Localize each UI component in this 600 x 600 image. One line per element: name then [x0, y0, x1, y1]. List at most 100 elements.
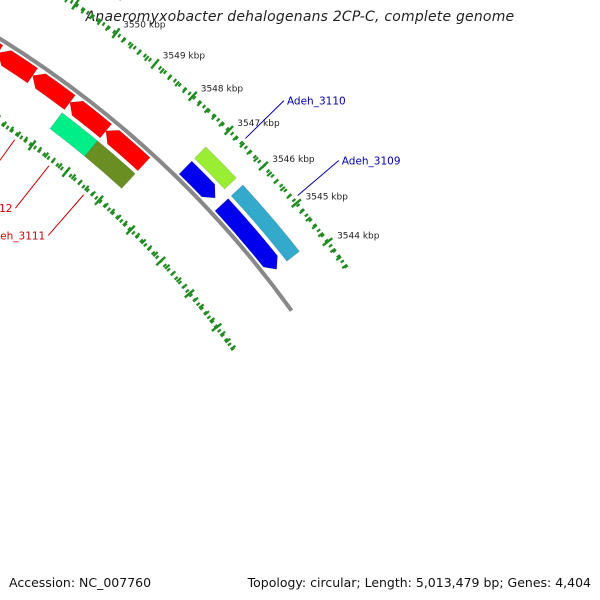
- minor-tick: [57, 162, 63, 169]
- minor-tick: [229, 344, 237, 351]
- minor-tick: [96, 19, 102, 26]
- cog-Adeh_3110: [194, 146, 237, 190]
- ring-outer-dots: [162, 69, 168, 75]
- ring-inner-dots: [94, 195, 99, 201]
- major-tick: [125, 224, 136, 236]
- ring-outer-dots: [312, 223, 317, 228]
- ring-inner-dots: [143, 242, 148, 248]
- minor-tick: [143, 55, 150, 62]
- tick-label: 3544 kbp: [337, 232, 380, 242]
- ring-inner-dots: [46, 155, 51, 161]
- ring-outer-dots: [239, 140, 244, 145]
- ring-outer-dots: [69, 0, 74, 5]
- minor-tick: [341, 263, 348, 269]
- ring-outer-dots: [295, 203, 301, 208]
- ring-inner-dots: [185, 288, 190, 294]
- major-tick: [155, 256, 166, 267]
- gene-Adeh_3111: [105, 129, 151, 172]
- ring-inner-dots: [150, 250, 156, 256]
- accession-label: Accession: NC_007760: [9, 575, 152, 590]
- minor-tick: [252, 156, 259, 163]
- ring-outer-dots: [91, 14, 96, 19]
- ring-inner-dots: [59, 166, 64, 171]
- ring-outer-dots: [252, 154, 258, 159]
- ring-outer-dots: [132, 45, 137, 50]
- ring-inner-dots: [85, 188, 90, 193]
- leader-line: [245, 100, 285, 139]
- minor-tick: [128, 42, 134, 50]
- ring-inner-dots: [162, 263, 167, 268]
- ring-outer-dots: [177, 82, 182, 88]
- minor-tick: [192, 296, 199, 303]
- tick-rings: [0, 0, 349, 351]
- gene-label: Adeh_3112: [0, 203, 12, 215]
- tick-label: 3546 kbp: [272, 155, 315, 165]
- ring-inner-dots: [227, 342, 232, 347]
- ring-inner-dots: [0, 122, 5, 127]
- minor-tick: [196, 100, 203, 107]
- ring-outer-dots: [172, 78, 178, 83]
- ring-outer-dots: [96, 18, 101, 23]
- minor-tick: [23, 136, 29, 143]
- ring-inner-dots: [41, 152, 47, 157]
- ring-inner-dots: [217, 328, 222, 333]
- minor-tick: [174, 80, 180, 87]
- ring-outer-dots: [157, 65, 163, 71]
- minor-tick: [224, 337, 231, 344]
- tick-labels: 3554 kbp3553 kbp3552 kbp3551 kbp3550 kbp…: [82, 0, 380, 242]
- cog-Adeh_3109: [230, 184, 300, 262]
- major-tick: [322, 237, 334, 247]
- minor-tick: [8, 126, 15, 133]
- gene-Adeh_3109: [214, 198, 278, 270]
- minor-tick: [36, 146, 43, 153]
- ring-outer-dots: [187, 91, 192, 96]
- minor-tick: [239, 142, 246, 148]
- minor-tick: [203, 107, 210, 114]
- major-tick: [187, 90, 198, 102]
- ring-outer-dots: [142, 53, 148, 58]
- ring-inner-dots: [195, 301, 201, 307]
- ring-outer-dots: [270, 173, 275, 179]
- minor-tick: [311, 224, 318, 230]
- ring-outer-dots: [211, 113, 216, 118]
- ring-inner-dots: [28, 141, 33, 147]
- tick-label: 3545 kbp: [306, 192, 349, 202]
- ring-inner-dots: [210, 319, 215, 324]
- major-tick: [223, 125, 234, 136]
- ring-outer-dots: [234, 135, 239, 141]
- ring-outer-dots: [308, 218, 313, 223]
- ring-inner-dots: [188, 293, 194, 298]
- ring-outer-dots: [243, 145, 249, 150]
- minor-tick: [159, 67, 165, 74]
- minor-tick: [198, 303, 205, 310]
- major-tick: [258, 161, 269, 171]
- map-title: Anaeromyxobacter dehalogenans 2CP-C, com…: [85, 9, 515, 25]
- minor-tick: [80, 7, 86, 14]
- minor-tick: [219, 330, 226, 337]
- minor-tick: [122, 220, 128, 227]
- minor-tick: [70, 173, 77, 180]
- ring-outer-dots: [340, 259, 345, 264]
- major-tick: [111, 27, 121, 39]
- minor-tick: [64, 0, 68, 3]
- minor-tick: [109, 208, 116, 215]
- minor-tick: [77, 179, 83, 186]
- gene-features: [0, 36, 300, 312]
- minor-tick: [317, 231, 324, 238]
- minor-tick: [279, 186, 286, 192]
- ring-inner-dots: [123, 222, 128, 228]
- ring-inner-dots: [14, 131, 19, 137]
- ring-inner-dots: [32, 145, 38, 150]
- minor-tick: [298, 208, 305, 215]
- ring-outer-dots: [220, 122, 226, 127]
- minor-tick: [134, 232, 141, 239]
- ring-outer-dots: [147, 57, 153, 62]
- minor-tick: [88, 13, 94, 20]
- gene-label: Adeh_3111: [0, 230, 45, 242]
- ring-inner-dots: [110, 210, 116, 216]
- minor-tick: [246, 149, 253, 156]
- ring-inner-dots: [98, 199, 103, 204]
- ring-inner-dots: [166, 267, 171, 272]
- minor-tick: [103, 202, 109, 209]
- ring-inner-dots: [220, 333, 225, 338]
